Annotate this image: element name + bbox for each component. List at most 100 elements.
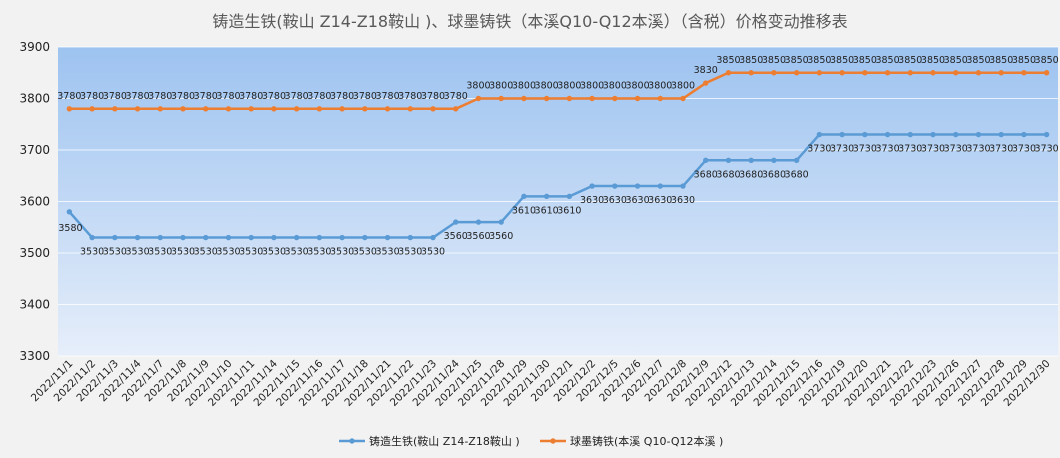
data-label: 3800 <box>671 81 695 92</box>
data-label: 3580 <box>58 223 82 234</box>
y-tick-label: 3800 <box>19 92 50 106</box>
data-point <box>884 70 891 76</box>
data-point <box>657 95 663 102</box>
data-point <box>793 157 800 163</box>
data-point <box>703 157 709 163</box>
data-point <box>862 131 868 138</box>
data-point <box>293 234 300 241</box>
data-point <box>1021 131 1027 138</box>
data-label: 3730 <box>989 144 1013 155</box>
data-point <box>680 183 686 189</box>
data-label: 3730 <box>1012 144 1036 155</box>
data-point <box>657 183 663 189</box>
data-label: 3850 <box>762 55 786 66</box>
data-label: 3530 <box>171 247 195 258</box>
data-point <box>1043 131 1050 138</box>
data-point <box>816 131 823 138</box>
data-label: 3530 <box>421 247 445 258</box>
data-point <box>203 234 209 241</box>
data-label: 3830 <box>694 65 718 76</box>
x-axis: 2022/11/12022/11/22022/11/32022/11/42022… <box>29 357 1053 409</box>
data-point <box>362 234 368 241</box>
data-point <box>816 70 823 76</box>
data-point <box>953 131 959 138</box>
data-label: 3850 <box>830 55 854 66</box>
data-label: 3780 <box>307 91 331 102</box>
data-point <box>203 106 209 112</box>
data-label: 3800 <box>489 81 513 92</box>
data-label: 3780 <box>421 91 445 102</box>
data-point <box>66 209 73 215</box>
data-label: 3530 <box>330 247 354 258</box>
series-layer: 3580353035303530353035303530353035303530… <box>57 55 1058 258</box>
data-label: 3800 <box>466 81 490 92</box>
data-label: 3800 <box>648 81 672 92</box>
data-point <box>589 183 595 189</box>
legend-label: 铸造生铁(鞍山 Z14-Z18鞍山 ) <box>369 434 520 448</box>
data-point <box>566 193 573 200</box>
data-label: 3850 <box>966 55 990 66</box>
data-label: 3530 <box>262 247 286 258</box>
data-point <box>112 106 118 112</box>
data-point <box>634 95 641 102</box>
y-tick-label: 3900 <box>19 40 50 54</box>
data-point <box>543 95 550 102</box>
data-label: 3780 <box>398 91 422 102</box>
data-label: 3850 <box>807 55 831 66</box>
data-label: 3780 <box>375 91 399 102</box>
data-point <box>248 106 254 112</box>
data-label: 3800 <box>603 81 627 92</box>
data-point <box>521 95 527 102</box>
data-point <box>862 70 868 76</box>
data-label: 3630 <box>625 195 649 206</box>
data-point <box>225 106 232 112</box>
data-label: 3530 <box>375 247 399 258</box>
data-point <box>543 193 550 200</box>
data-label: 3780 <box>353 91 377 102</box>
data-point <box>884 131 891 138</box>
data-label: 3730 <box>830 144 854 155</box>
data-point <box>975 70 982 76</box>
data-label: 3850 <box>785 55 809 66</box>
data-point <box>1021 70 1027 76</box>
data-point <box>66 106 73 112</box>
data-label: 3850 <box>921 55 945 66</box>
data-point <box>362 106 368 112</box>
data-point <box>907 131 913 138</box>
data-point <box>725 70 732 76</box>
data-label: 3530 <box>353 247 377 258</box>
data-label: 3780 <box>285 91 309 102</box>
data-label: 3850 <box>716 55 740 66</box>
data-label: 3780 <box>239 91 263 102</box>
data-point <box>930 131 936 138</box>
data-point <box>975 131 982 138</box>
series-1 <box>66 131 1050 241</box>
data-point <box>180 234 186 241</box>
data-label: 3560 <box>466 231 490 242</box>
data-point <box>271 106 277 112</box>
data-label: 3780 <box>262 91 286 102</box>
data-point <box>771 157 777 163</box>
data-point <box>407 106 413 112</box>
data-label: 3850 <box>1035 55 1059 66</box>
data-point <box>953 70 959 76</box>
data-point <box>998 131 1004 138</box>
data-point <box>453 106 459 112</box>
data-label: 3530 <box>285 247 309 258</box>
data-point <box>612 183 618 189</box>
chart-title: 铸造生铁(鞍山 Z14-Z18鞍山 )、球墨铸铁（本溪Q10-Q12本溪）（含税… <box>212 12 847 31</box>
data-label: 3780 <box>444 91 468 102</box>
data-label: 3680 <box>739 169 763 180</box>
data-label: 3680 <box>785 169 809 180</box>
data-point <box>589 95 595 102</box>
data-label: 3610 <box>535 205 559 216</box>
data-point <box>430 106 436 112</box>
data-label: 3780 <box>216 91 240 102</box>
data-point <box>748 157 754 163</box>
data-label: 3800 <box>625 81 649 92</box>
data-label: 3530 <box>125 247 149 258</box>
data-point <box>680 95 686 102</box>
data-label: 3780 <box>103 91 127 102</box>
data-point <box>521 193 527 200</box>
